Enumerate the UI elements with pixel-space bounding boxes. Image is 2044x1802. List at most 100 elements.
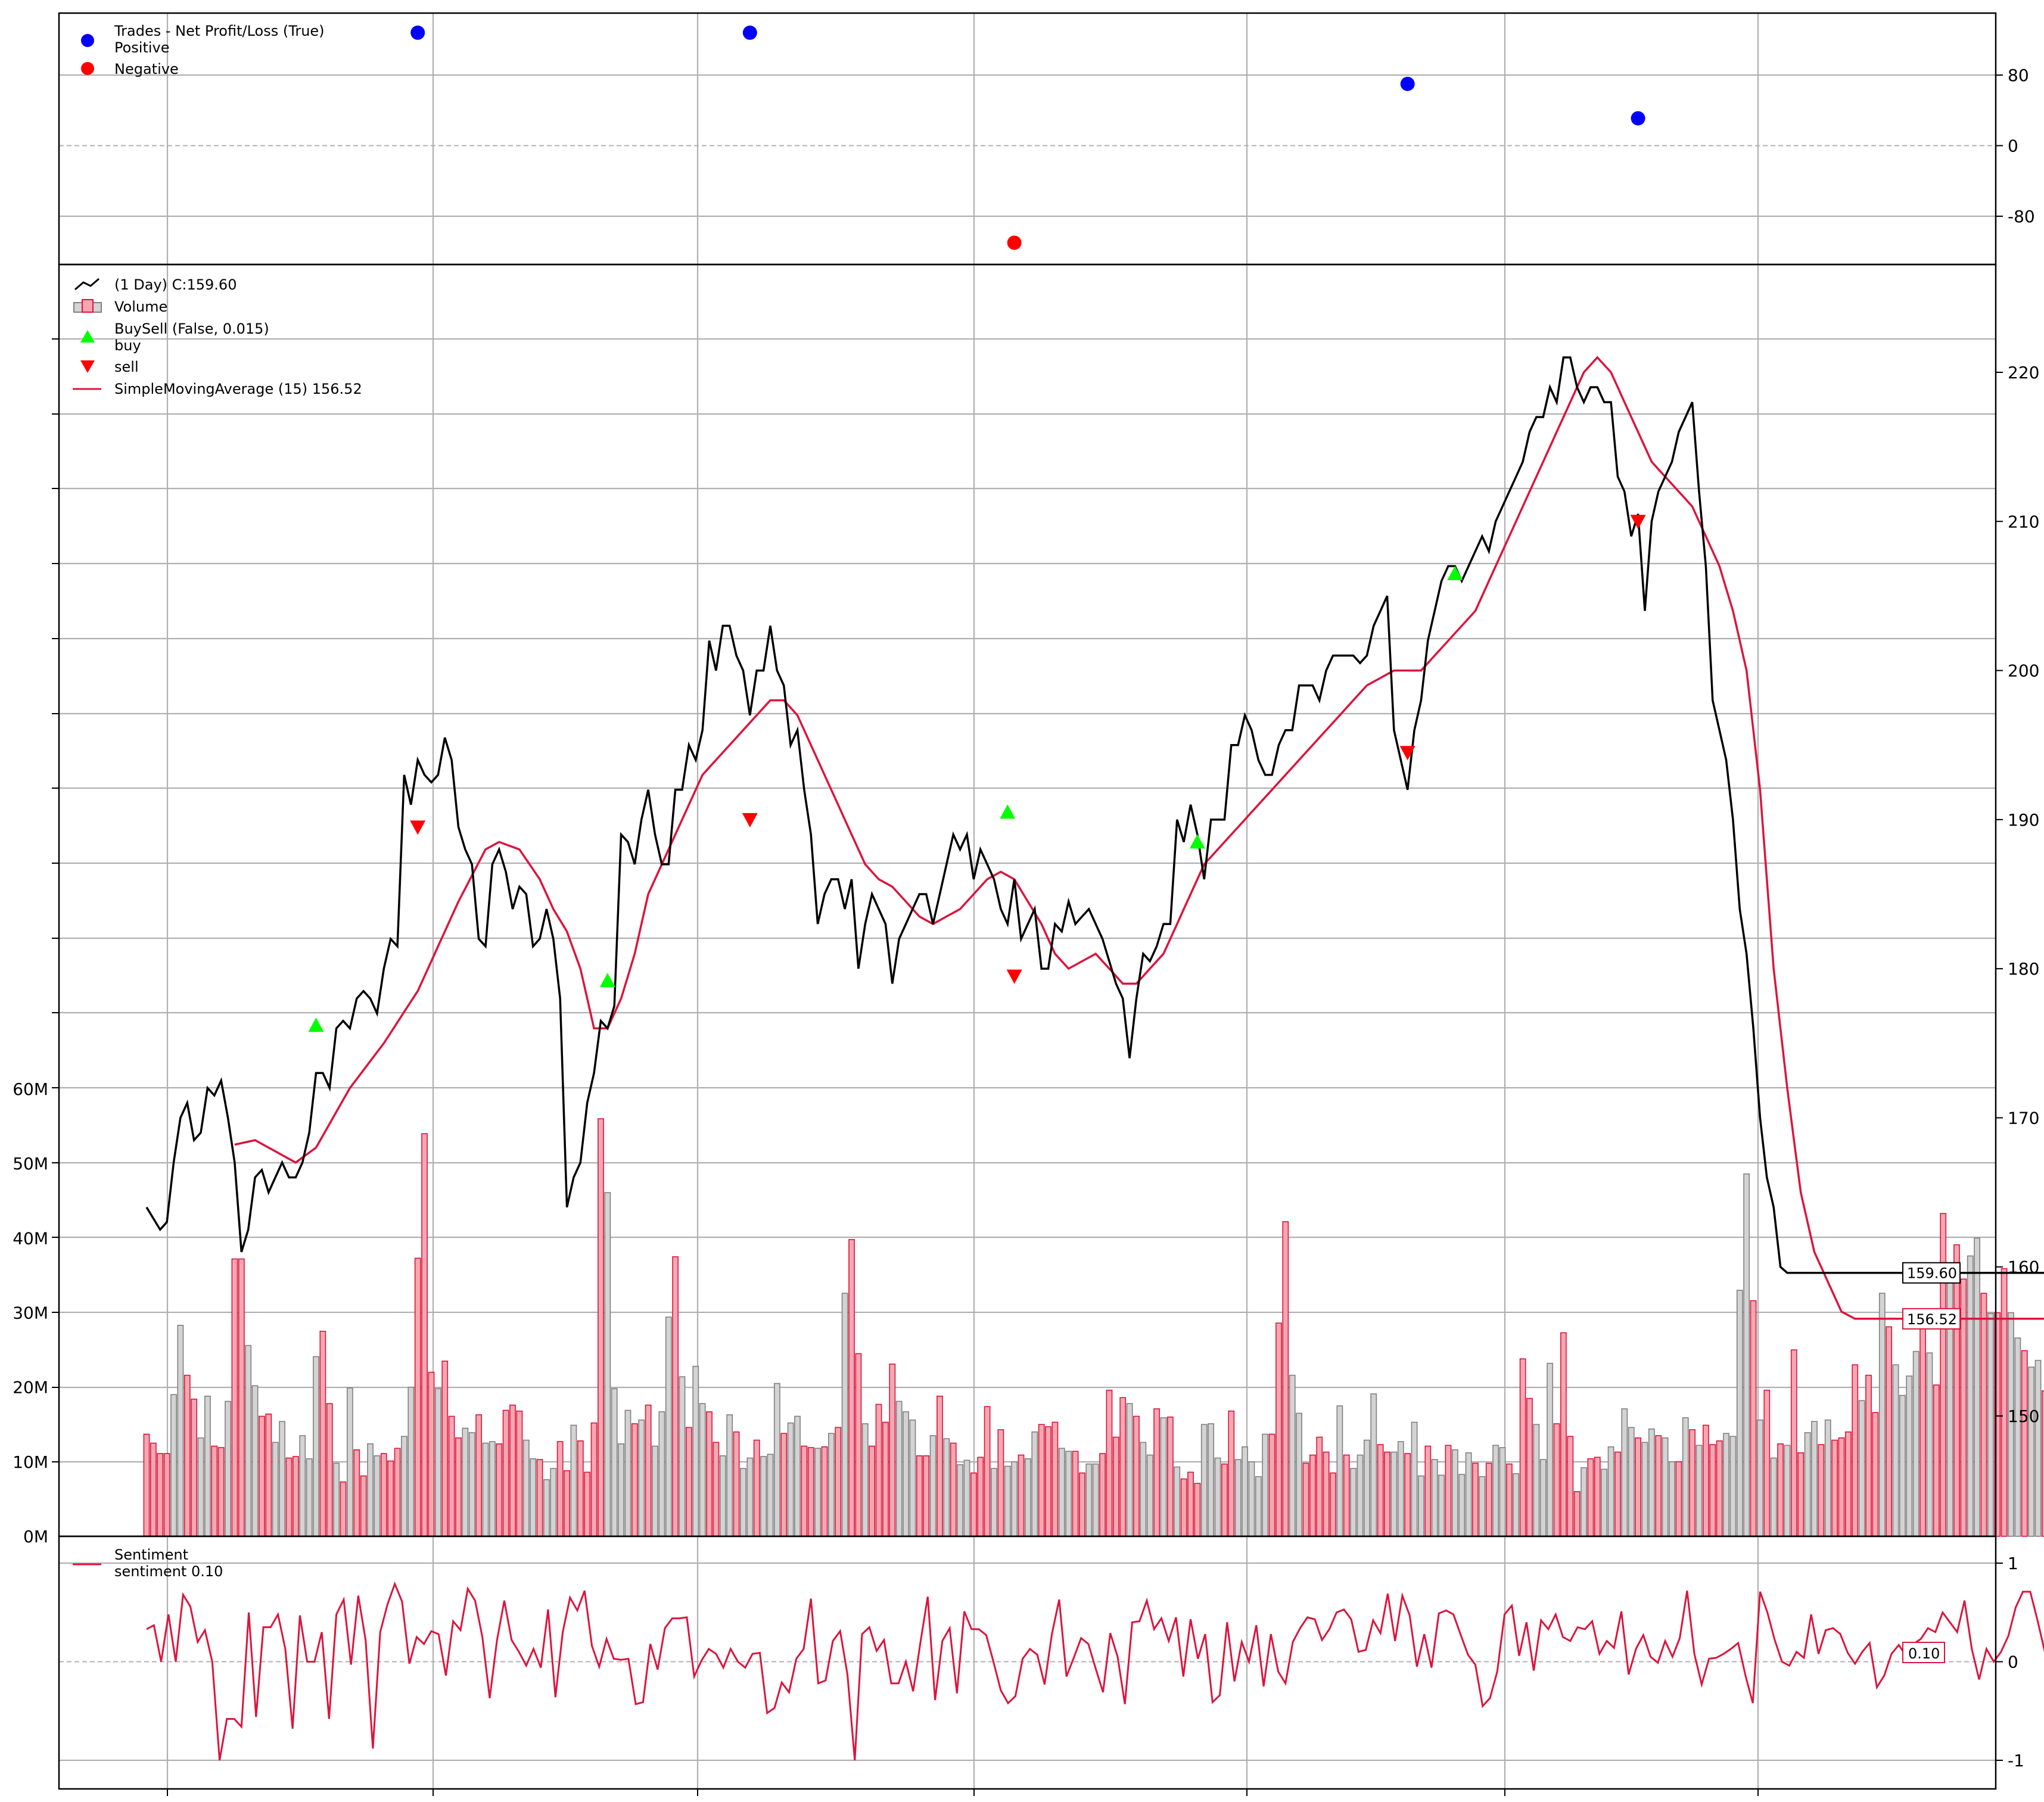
volume-bar-45 bbox=[448, 1415, 455, 1537]
volume-bar-59 bbox=[543, 1479, 550, 1537]
volume-bar-188 bbox=[1418, 1475, 1424, 1537]
volume-bar-40 bbox=[414, 1258, 421, 1537]
volume-bar-263 bbox=[1926, 1352, 1933, 1537]
buy-marker-1 bbox=[599, 973, 615, 988]
volume-ytick-label-3: 30M bbox=[13, 1303, 48, 1323]
volume-bar-159 bbox=[1221, 1463, 1228, 1537]
volume-bar-52 bbox=[496, 1443, 503, 1537]
volume-bar-5 bbox=[177, 1324, 184, 1537]
volume-bar-72 bbox=[631, 1423, 638, 1537]
volume-bar-118 bbox=[943, 1438, 950, 1537]
sell-marker-4 bbox=[1630, 515, 1646, 530]
volume-bar-93 bbox=[773, 1383, 780, 1537]
volume-bar-83 bbox=[706, 1411, 713, 1537]
price-y-ticks: 220 210 200 190 180 170 160 150 bbox=[52, 338, 2039, 1462]
buy-sell-markers bbox=[308, 515, 1646, 1032]
volume-bar-239 bbox=[1763, 1389, 1771, 1537]
sentiment-line bbox=[146, 1581, 2044, 1761]
volume-bar-99 bbox=[814, 1448, 822, 1537]
trades-y-ticks: 80 0 -80 bbox=[1996, 66, 2035, 226]
price-ytick-label-4: 180 bbox=[2008, 959, 2039, 979]
volume-bar-48 bbox=[468, 1432, 475, 1537]
volume-bar-208 bbox=[1553, 1423, 1560, 1537]
legend-negative-marker bbox=[81, 62, 94, 75]
volume-bar-13 bbox=[231, 1258, 238, 1537]
price-ytick-label-5: 170 bbox=[2008, 1108, 2039, 1128]
volume-bar-34 bbox=[374, 1455, 381, 1537]
volume-bar-151 bbox=[1166, 1416, 1174, 1537]
volume-bar-138 bbox=[1079, 1472, 1085, 1537]
buy-marker-4 bbox=[1447, 565, 1463, 580]
sentiment-ytick-label-0: 1 bbox=[2008, 1554, 2018, 1573]
volume-bar-275 bbox=[2008, 1312, 2014, 1537]
volume-bar-247 bbox=[1818, 1444, 1825, 1537]
volume-bar-173 bbox=[1316, 1436, 1323, 1537]
volume-bar-199 bbox=[1492, 1445, 1499, 1537]
volume-bar-112 bbox=[903, 1411, 909, 1537]
trades-markers bbox=[410, 25, 1645, 250]
volume-bar-265 bbox=[1940, 1213, 1947, 1537]
sell-marker-3 bbox=[1399, 746, 1415, 761]
volume-bar-153 bbox=[1180, 1478, 1187, 1537]
volume-bar-253 bbox=[1858, 1400, 1865, 1537]
volume-bar-117 bbox=[937, 1395, 943, 1537]
volume-bar-267 bbox=[1953, 1244, 1960, 1537]
volume-bar-22 bbox=[292, 1456, 299, 1537]
trade-marker-0 bbox=[410, 25, 425, 40]
volume-bar-129 bbox=[1018, 1454, 1025, 1537]
volume-bar-190 bbox=[1431, 1459, 1438, 1537]
volume-bar-100 bbox=[821, 1446, 828, 1537]
volume-bar-71 bbox=[624, 1409, 631, 1537]
volume-bar-16 bbox=[251, 1385, 259, 1537]
volume-bar-179 bbox=[1357, 1454, 1364, 1537]
volume-bar-78 bbox=[672, 1256, 679, 1537]
volume-bar-136 bbox=[1065, 1451, 1072, 1537]
volume-bar-194 bbox=[1458, 1474, 1466, 1537]
volume-bar-220 bbox=[1635, 1437, 1641, 1537]
volume-bar-60 bbox=[550, 1468, 557, 1537]
volume-bar-187 bbox=[1411, 1421, 1418, 1537]
volume-bar-276 bbox=[2014, 1337, 2021, 1537]
volume-bar-175 bbox=[1330, 1472, 1336, 1537]
volume-bar-42 bbox=[428, 1371, 435, 1537]
volume-bar-168 bbox=[1282, 1221, 1289, 1537]
volume-bar-269 bbox=[1967, 1255, 1974, 1537]
volume-bar-126 bbox=[997, 1429, 1004, 1537]
volume-bar-215 bbox=[1601, 1468, 1608, 1537]
volume-bar-64 bbox=[577, 1440, 584, 1537]
volume-bar-145 bbox=[1126, 1403, 1133, 1537]
volume-bar-238 bbox=[1757, 1419, 1763, 1537]
volume-bar-97 bbox=[801, 1445, 808, 1537]
volume-bar-25 bbox=[313, 1356, 319, 1537]
volume-bar-69 bbox=[611, 1388, 618, 1537]
price-ytick-label-1: 210 bbox=[2008, 512, 2039, 531]
volume-bar-41 bbox=[421, 1133, 428, 1537]
volume-bar-271 bbox=[1980, 1293, 1987, 1537]
volume-bar-92 bbox=[767, 1454, 774, 1537]
volume-bar-272 bbox=[1987, 1312, 1994, 1537]
volume-bar-114 bbox=[916, 1455, 923, 1537]
volume-bar-26 bbox=[319, 1330, 326, 1537]
volume-bar-24 bbox=[306, 1458, 313, 1537]
volume-bar-30 bbox=[346, 1387, 353, 1537]
sentiment-frame bbox=[58, 1535, 1997, 1790]
volume-bar-257 bbox=[1886, 1326, 1893, 1537]
volume-bar-234 bbox=[1729, 1436, 1737, 1537]
trade-marker-4 bbox=[1631, 111, 1645, 126]
volume-bar-23 bbox=[299, 1435, 306, 1537]
volume-bar-76 bbox=[658, 1411, 665, 1537]
volume-bar-213 bbox=[1587, 1458, 1594, 1537]
volume-bar-113 bbox=[909, 1419, 916, 1537]
volume-bar-88 bbox=[740, 1468, 746, 1537]
volume-bar-244 bbox=[1797, 1452, 1805, 1537]
volume-bar-206 bbox=[1539, 1459, 1547, 1537]
close-price-line bbox=[145, 356, 2044, 1274]
sentiment-y-ticks: 1 0 -1 bbox=[1996, 1554, 2024, 1770]
volume-bar-140 bbox=[1092, 1463, 1099, 1537]
volume-bar-87 bbox=[733, 1431, 740, 1537]
volume-bar-15 bbox=[245, 1345, 252, 1537]
volume-bar-137 bbox=[1072, 1451, 1079, 1537]
volume-bar-264 bbox=[1933, 1384, 1940, 1537]
volume-bar-53 bbox=[502, 1409, 509, 1537]
